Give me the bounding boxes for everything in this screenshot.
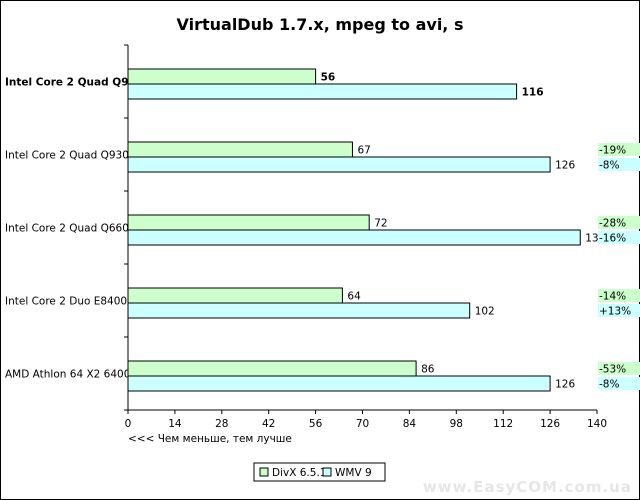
bar <box>127 156 551 173</box>
diff-label: -8% <box>599 160 619 172</box>
bar <box>127 68 317 85</box>
diff-label-bg <box>598 377 640 390</box>
bar <box>127 302 471 319</box>
x-tick-label: 0 <box>125 418 132 430</box>
diff-label: -19% <box>599 145 626 157</box>
bar <box>127 375 551 392</box>
diff-label-bg <box>598 304 640 317</box>
x-tick-label: 112 <box>493 418 513 430</box>
value-label: 64 <box>347 291 361 303</box>
diff-label-bg <box>598 231 640 244</box>
diff-label: -14% <box>599 291 626 303</box>
category-label: Intel Core 2 Duo E8400 <box>5 296 127 308</box>
value-label: 72 <box>374 218 387 230</box>
bar <box>127 214 370 231</box>
x-tick-label: 28 <box>215 418 228 430</box>
value-label: 102 <box>475 306 495 318</box>
diff-label: -28% <box>599 218 626 230</box>
x-tick-label: 14 <box>168 418 182 430</box>
diff-label-bg <box>598 362 640 375</box>
x-tick-label: 42 <box>262 418 275 430</box>
value-label: 116 <box>522 87 544 99</box>
value-label: 56 <box>321 72 336 84</box>
diff-label: -16% <box>599 233 626 245</box>
x-tick-label: 140 <box>587 418 607 430</box>
bar <box>127 141 353 158</box>
category-label: AMD Athlon 64 X2 6400+ <box>5 369 139 381</box>
legend-swatch <box>322 467 332 477</box>
diff-label: +13% <box>599 306 631 318</box>
x-tick-label: 98 <box>450 418 463 430</box>
x-tick-label: 56 <box>309 418 323 430</box>
bar <box>127 360 417 377</box>
bar <box>127 229 581 246</box>
diff-label-bg <box>598 289 640 302</box>
legend-swatch <box>259 467 269 477</box>
legend-box <box>253 462 386 482</box>
diff-label-bg <box>598 216 640 229</box>
diff-label: -53% <box>599 364 626 376</box>
watermark-text: www.EasyCOM.com.ua <box>423 478 632 496</box>
bar <box>127 287 343 304</box>
value-label: 126 <box>555 379 575 391</box>
legend-label: WMV 9 <box>335 467 372 479</box>
legend: DivX 6.5.1 WMV 9 <box>253 462 386 482</box>
value-label: 86 <box>421 364 435 376</box>
category-label: Intel Core 2 Quad Q9300 <box>5 150 136 162</box>
diff-label: -8% <box>599 379 619 391</box>
x-tick-label: 126 <box>540 418 560 430</box>
bar <box>127 83 518 100</box>
x-tick-label: 70 <box>356 418 369 430</box>
legend-label: DivX 6.5.1 <box>272 467 326 479</box>
axes-layer: 0 14 28 42 56 70 84 98 112 126 140 <box>124 44 607 430</box>
chart-title: VirtualDub 1.7.x, mpeg to avi, s <box>177 15 464 34</box>
diff-label-bg <box>598 158 640 171</box>
x-tick-label: 84 <box>403 418 417 430</box>
axis-note: <<< Чем меньше, тем лучше <box>128 433 292 445</box>
value-label: 67 <box>357 145 370 157</box>
value-label: 126 <box>555 160 575 172</box>
category-label: Intel Core 2 Quad Q9450 <box>5 77 150 89</box>
category-label: Intel Core 2 Quad Q6600 <box>5 223 136 235</box>
diff-label-bg <box>598 143 640 156</box>
